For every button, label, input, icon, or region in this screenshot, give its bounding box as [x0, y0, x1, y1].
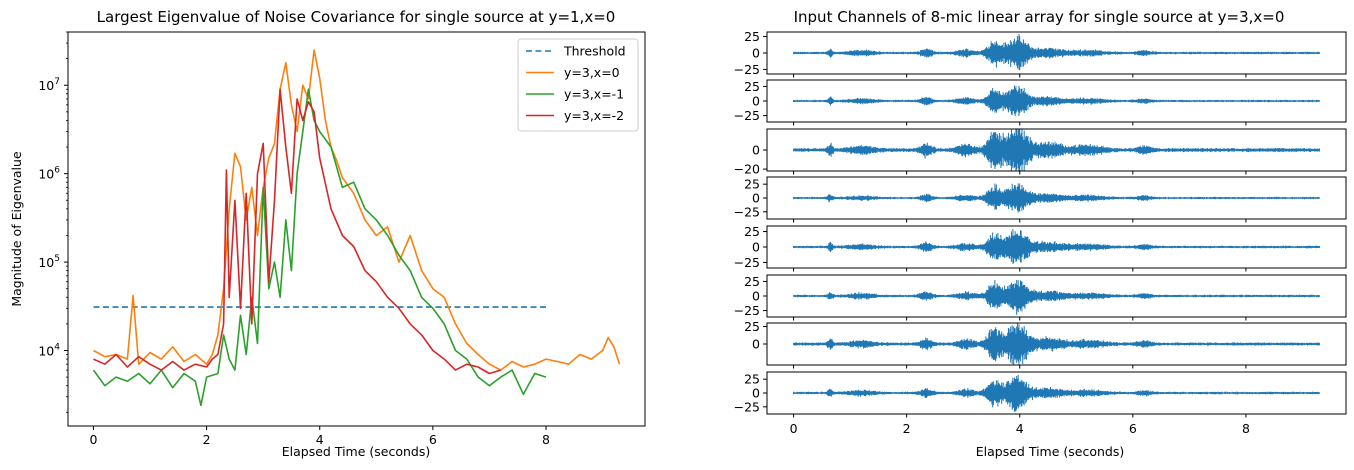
channel-y-tick-label: −25: [734, 399, 760, 414]
channel-y-tick-label: −25: [734, 62, 760, 77]
eigenvalue-x-ticks: 0 2 4 6 8: [89, 426, 550, 447]
series-line-2: [92, 88, 547, 407]
channel-panel-7: 250: [744, 319, 1347, 369]
x-tick-label: 2: [203, 432, 211, 447]
eigenvalue-series-group: [92, 49, 621, 407]
y-tick-label: 104: [38, 342, 60, 358]
channel-y-tick-label: 25: [744, 274, 760, 289]
eigenvalue-plot-frame: [67, 31, 646, 427]
x-tick-label: 2: [903, 421, 911, 436]
y-tick-label: 106: [38, 166, 60, 182]
channel-panel-4: 250−25: [734, 176, 1347, 223]
channel-y-tick-label: −25: [734, 303, 760, 318]
y-tick-label: 107: [38, 77, 60, 93]
eigenvalue-legend: Threshold y=3,x=0 y=3,x=-1 y=3,x=-2: [517, 38, 639, 132]
series-line-3: [93, 88, 502, 375]
eigenvalue-y-ticks: 104 105 106 107: [38, 31, 68, 413]
channel-y-tick-label: 25: [744, 79, 760, 94]
eigenvalue-chart: Largest Eigenvalue of Noise Covariance f…: [9, 8, 646, 459]
channel-panel-3: 0−20: [734, 128, 1347, 177]
channel-y-tick-label: −25: [734, 255, 760, 270]
eigenvalue-x-axis-label: Elapsed Time (seconds): [282, 444, 431, 459]
channel-y-tick-label: 25: [744, 224, 760, 239]
channel-waveform: [793, 85, 1320, 117]
legend-label-2: y=3,x=-1: [564, 87, 624, 102]
eigenvalue-chart-title: Largest Eigenvalue of Noise Covariance f…: [97, 8, 616, 26]
channel-y-tick-label: 25: [744, 319, 760, 334]
channel-panel-6: 250−25: [734, 274, 1347, 321]
channel-y-tick-label: 25: [744, 177, 760, 192]
channel-waveform: [793, 129, 1320, 171]
eigenvalue-y-axis-label: Magnitude of Eigenvalue: [9, 151, 24, 307]
x-tick-label: 0: [790, 421, 798, 436]
y-tick-label: 105: [38, 254, 60, 270]
channel-y-tick-label: 25: [744, 372, 760, 387]
input-channels-chart: Input Channels of 8-mic linear array for…: [734, 8, 1347, 459]
channel-y-tick-label: −20: [734, 162, 760, 177]
legend-box: [517, 38, 639, 132]
series-line-1: [93, 49, 621, 371]
legend-label-0: Threshold: [563, 44, 626, 59]
input-channels-x-axis-label: Elapsed Time (seconds): [976, 444, 1125, 459]
channel-y-tick-label: 0: [752, 143, 760, 158]
channel-y-tick-label: 0: [752, 94, 760, 109]
channel-y-tick-label: 0: [752, 289, 760, 304]
channel-waveform: [793, 33, 1320, 71]
legend-label-3: y=3,x=-2: [564, 108, 624, 123]
channel-y-tick-label: 25: [744, 29, 760, 44]
channel-y-tick-label: 0: [752, 337, 760, 352]
channel-y-tick-label: 0: [752, 386, 760, 401]
x-tick-label: 6: [1129, 421, 1137, 436]
input-channels-chart-title: Input Channels of 8-mic linear array for…: [794, 8, 1285, 26]
channel-waveform: [793, 279, 1320, 315]
channel-y-tick-label: −25: [734, 108, 760, 123]
channel-panel-2: 250−25: [734, 79, 1347, 126]
input-channels-x-ticks: 0 2 4 6 8: [790, 421, 1250, 436]
x-tick-label: 6: [429, 432, 437, 447]
channel-y-tick-label: −25: [734, 204, 760, 219]
x-tick-label: 8: [542, 432, 550, 447]
x-tick-label: 4: [316, 432, 324, 447]
channel-panels: 250−25250−250−20250−25250−25250−25250250…: [734, 29, 1347, 418]
channel-panel-1: 25 0−25: [734, 29, 1347, 78]
x-tick-label: 4: [1016, 421, 1024, 436]
channel-y-tick-label: 0: [752, 240, 760, 255]
channel-y-tick-label: 0: [752, 191, 760, 206]
channel-waveform: [793, 323, 1320, 365]
channel-waveform: [793, 228, 1320, 264]
channel-waveform: [793, 183, 1320, 213]
legend-label-1: y=3,x=0: [564, 65, 620, 80]
channel-panel-8: 250−25: [734, 371, 1347, 418]
channel-y-tick-label: 0: [752, 46, 760, 61]
channel-panel-5: 250−25: [734, 224, 1347, 272]
x-tick-label: 8: [1242, 421, 1250, 436]
x-tick-label: 0: [89, 432, 97, 447]
channel-waveform: [793, 374, 1320, 412]
